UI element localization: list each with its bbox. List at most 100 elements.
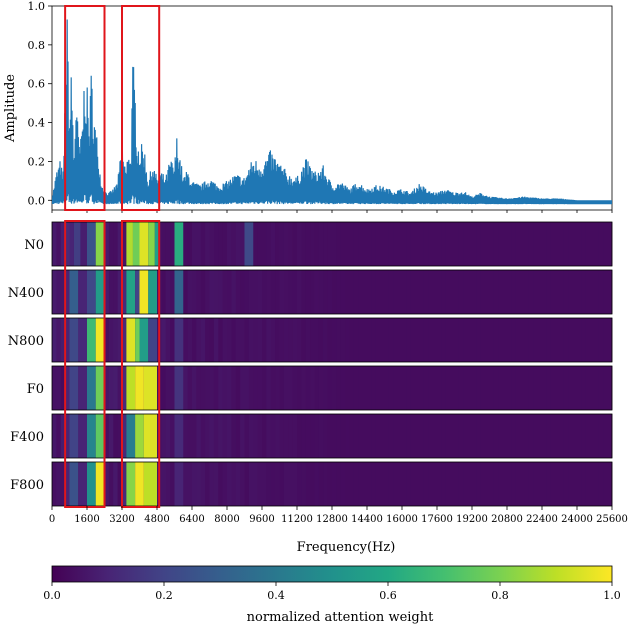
heatmap-cell bbox=[603, 222, 608, 266]
heatmap-cell bbox=[428, 270, 433, 314]
heatmap-cell bbox=[524, 414, 530, 458]
heatmap-cell bbox=[603, 318, 608, 362]
heatmap-cell bbox=[270, 462, 276, 506]
heatmap-cell bbox=[270, 366, 276, 410]
heatmap-cell bbox=[240, 462, 245, 506]
heatmap-cell bbox=[122, 222, 127, 266]
colorbar-tick-label: 0.8 bbox=[491, 589, 509, 602]
heatmap-cell bbox=[135, 414, 144, 458]
heatmap-cell bbox=[60, 366, 66, 410]
heatmap-cell bbox=[528, 366, 534, 410]
heatmap-cell bbox=[327, 318, 333, 362]
heatmap-cell bbox=[275, 462, 280, 506]
heatmap-cell bbox=[183, 318, 188, 362]
heatmap-cell bbox=[235, 318, 241, 362]
heatmap-cell bbox=[568, 366, 573, 410]
heatmap-cell bbox=[95, 222, 105, 266]
heatmap-cell bbox=[213, 222, 219, 266]
amplitude-panel: 0.0 0.2 0.4 0.6 0.8 1.0 Amplitude bbox=[3, 0, 613, 213]
heatmap-cell bbox=[52, 270, 57, 314]
amplitude-y-tick-label: 0.6 bbox=[28, 78, 46, 91]
heatmap-cell bbox=[568, 414, 573, 458]
heatmap-cell bbox=[113, 318, 118, 362]
heatmap-cell bbox=[170, 318, 175, 362]
heatmap-cell bbox=[292, 462, 298, 506]
heatmap-cell bbox=[511, 414, 517, 458]
heatmap-cell bbox=[174, 462, 184, 506]
heatmap-cell bbox=[108, 414, 114, 458]
heatmap-cell bbox=[327, 366, 333, 410]
heatmap-cell bbox=[393, 414, 398, 458]
amplitude-y-tick-label: 0.8 bbox=[28, 39, 46, 52]
heatmap-cell bbox=[244, 414, 250, 458]
heatmap-cell bbox=[301, 270, 307, 314]
heatmap-cell bbox=[537, 270, 543, 314]
heatmap-cell bbox=[472, 222, 477, 266]
heatmap-cell bbox=[515, 270, 521, 314]
heatmap-cell bbox=[493, 270, 499, 314]
heatmap-cell bbox=[122, 462, 127, 506]
heatmap-cell bbox=[493, 414, 499, 458]
heatmap-cell bbox=[283, 366, 289, 410]
heatmap-cell bbox=[537, 366, 543, 410]
heatmap-cell bbox=[170, 462, 175, 506]
heatmap-cell bbox=[441, 222, 447, 266]
heatmap-x-axis-label: Frequency(Hz) bbox=[297, 540, 396, 555]
heatmap-x-tick-label: 19200 bbox=[456, 514, 488, 525]
heatmap-cell bbox=[192, 462, 197, 506]
heatmap-cell bbox=[222, 318, 228, 362]
heatmap-cell bbox=[388, 414, 394, 458]
heatmap-cell bbox=[607, 222, 613, 266]
heatmap-cell bbox=[598, 318, 604, 362]
heatmap-row: N0 bbox=[24, 221, 613, 267]
heatmap-cell bbox=[314, 318, 320, 362]
heatmap-cell bbox=[275, 318, 280, 362]
heatmap-cell bbox=[244, 318, 250, 362]
heatmap-x-tick-label: 6400 bbox=[179, 514, 204, 525]
heatmap-cell bbox=[511, 318, 517, 362]
heatmap-cell bbox=[546, 270, 552, 314]
heatmap-cell bbox=[69, 222, 74, 266]
heatmap-cell bbox=[257, 414, 263, 458]
heatmap-cell bbox=[257, 222, 263, 266]
heatmap-cell bbox=[445, 462, 451, 506]
heatmap-cell bbox=[332, 366, 337, 410]
heatmap-cell bbox=[406, 318, 412, 362]
heatmap-cell bbox=[502, 462, 508, 506]
heatmap-cell bbox=[209, 270, 215, 314]
heatmap-cell bbox=[65, 462, 70, 506]
heatmap-cell bbox=[288, 222, 293, 266]
heatmap-row-label: F400 bbox=[10, 430, 44, 445]
heatmap-cell bbox=[248, 270, 254, 314]
heatmap-cell bbox=[454, 462, 460, 506]
heatmap-cell bbox=[240, 270, 245, 314]
heatmap-cell bbox=[336, 222, 342, 266]
colorbar-ticks: 0.0 0.2 0.4 0.6 0.8 1.0 bbox=[43, 582, 621, 602]
heatmap-cell bbox=[419, 222, 425, 266]
heatmap-cell bbox=[266, 366, 272, 410]
heatmap-cell bbox=[292, 318, 298, 362]
heatmap-cell bbox=[174, 414, 184, 458]
heatmap-cell bbox=[476, 414, 482, 458]
heatmap-cell bbox=[371, 270, 377, 314]
heatmap-cell bbox=[375, 462, 381, 506]
heatmap-cell bbox=[406, 270, 412, 314]
heatmap-cell bbox=[542, 270, 547, 314]
heatmap-cell bbox=[205, 318, 210, 362]
heatmap-cell bbox=[476, 318, 482, 362]
heatmap-cell bbox=[568, 318, 573, 362]
heatmap-cell bbox=[537, 318, 543, 362]
heatmap-cell bbox=[524, 270, 530, 314]
heatmap-cell bbox=[209, 318, 215, 362]
heatmap-cell bbox=[450, 414, 455, 458]
heatmap-cell bbox=[235, 414, 241, 458]
heatmap-cell bbox=[454, 318, 460, 362]
heatmap-cell bbox=[384, 318, 390, 362]
heatmap-cell bbox=[463, 414, 468, 458]
heatmap-cell bbox=[78, 414, 87, 458]
heatmap-cell bbox=[498, 318, 503, 362]
amplitude-y-ticks: 0.0 0.2 0.4 0.6 0.8 1.0 bbox=[28, 0, 613, 213]
heatmap-cell bbox=[318, 414, 324, 458]
heatmap-x-tick-label: 8000 bbox=[214, 514, 239, 525]
heatmap-cell bbox=[327, 270, 333, 314]
